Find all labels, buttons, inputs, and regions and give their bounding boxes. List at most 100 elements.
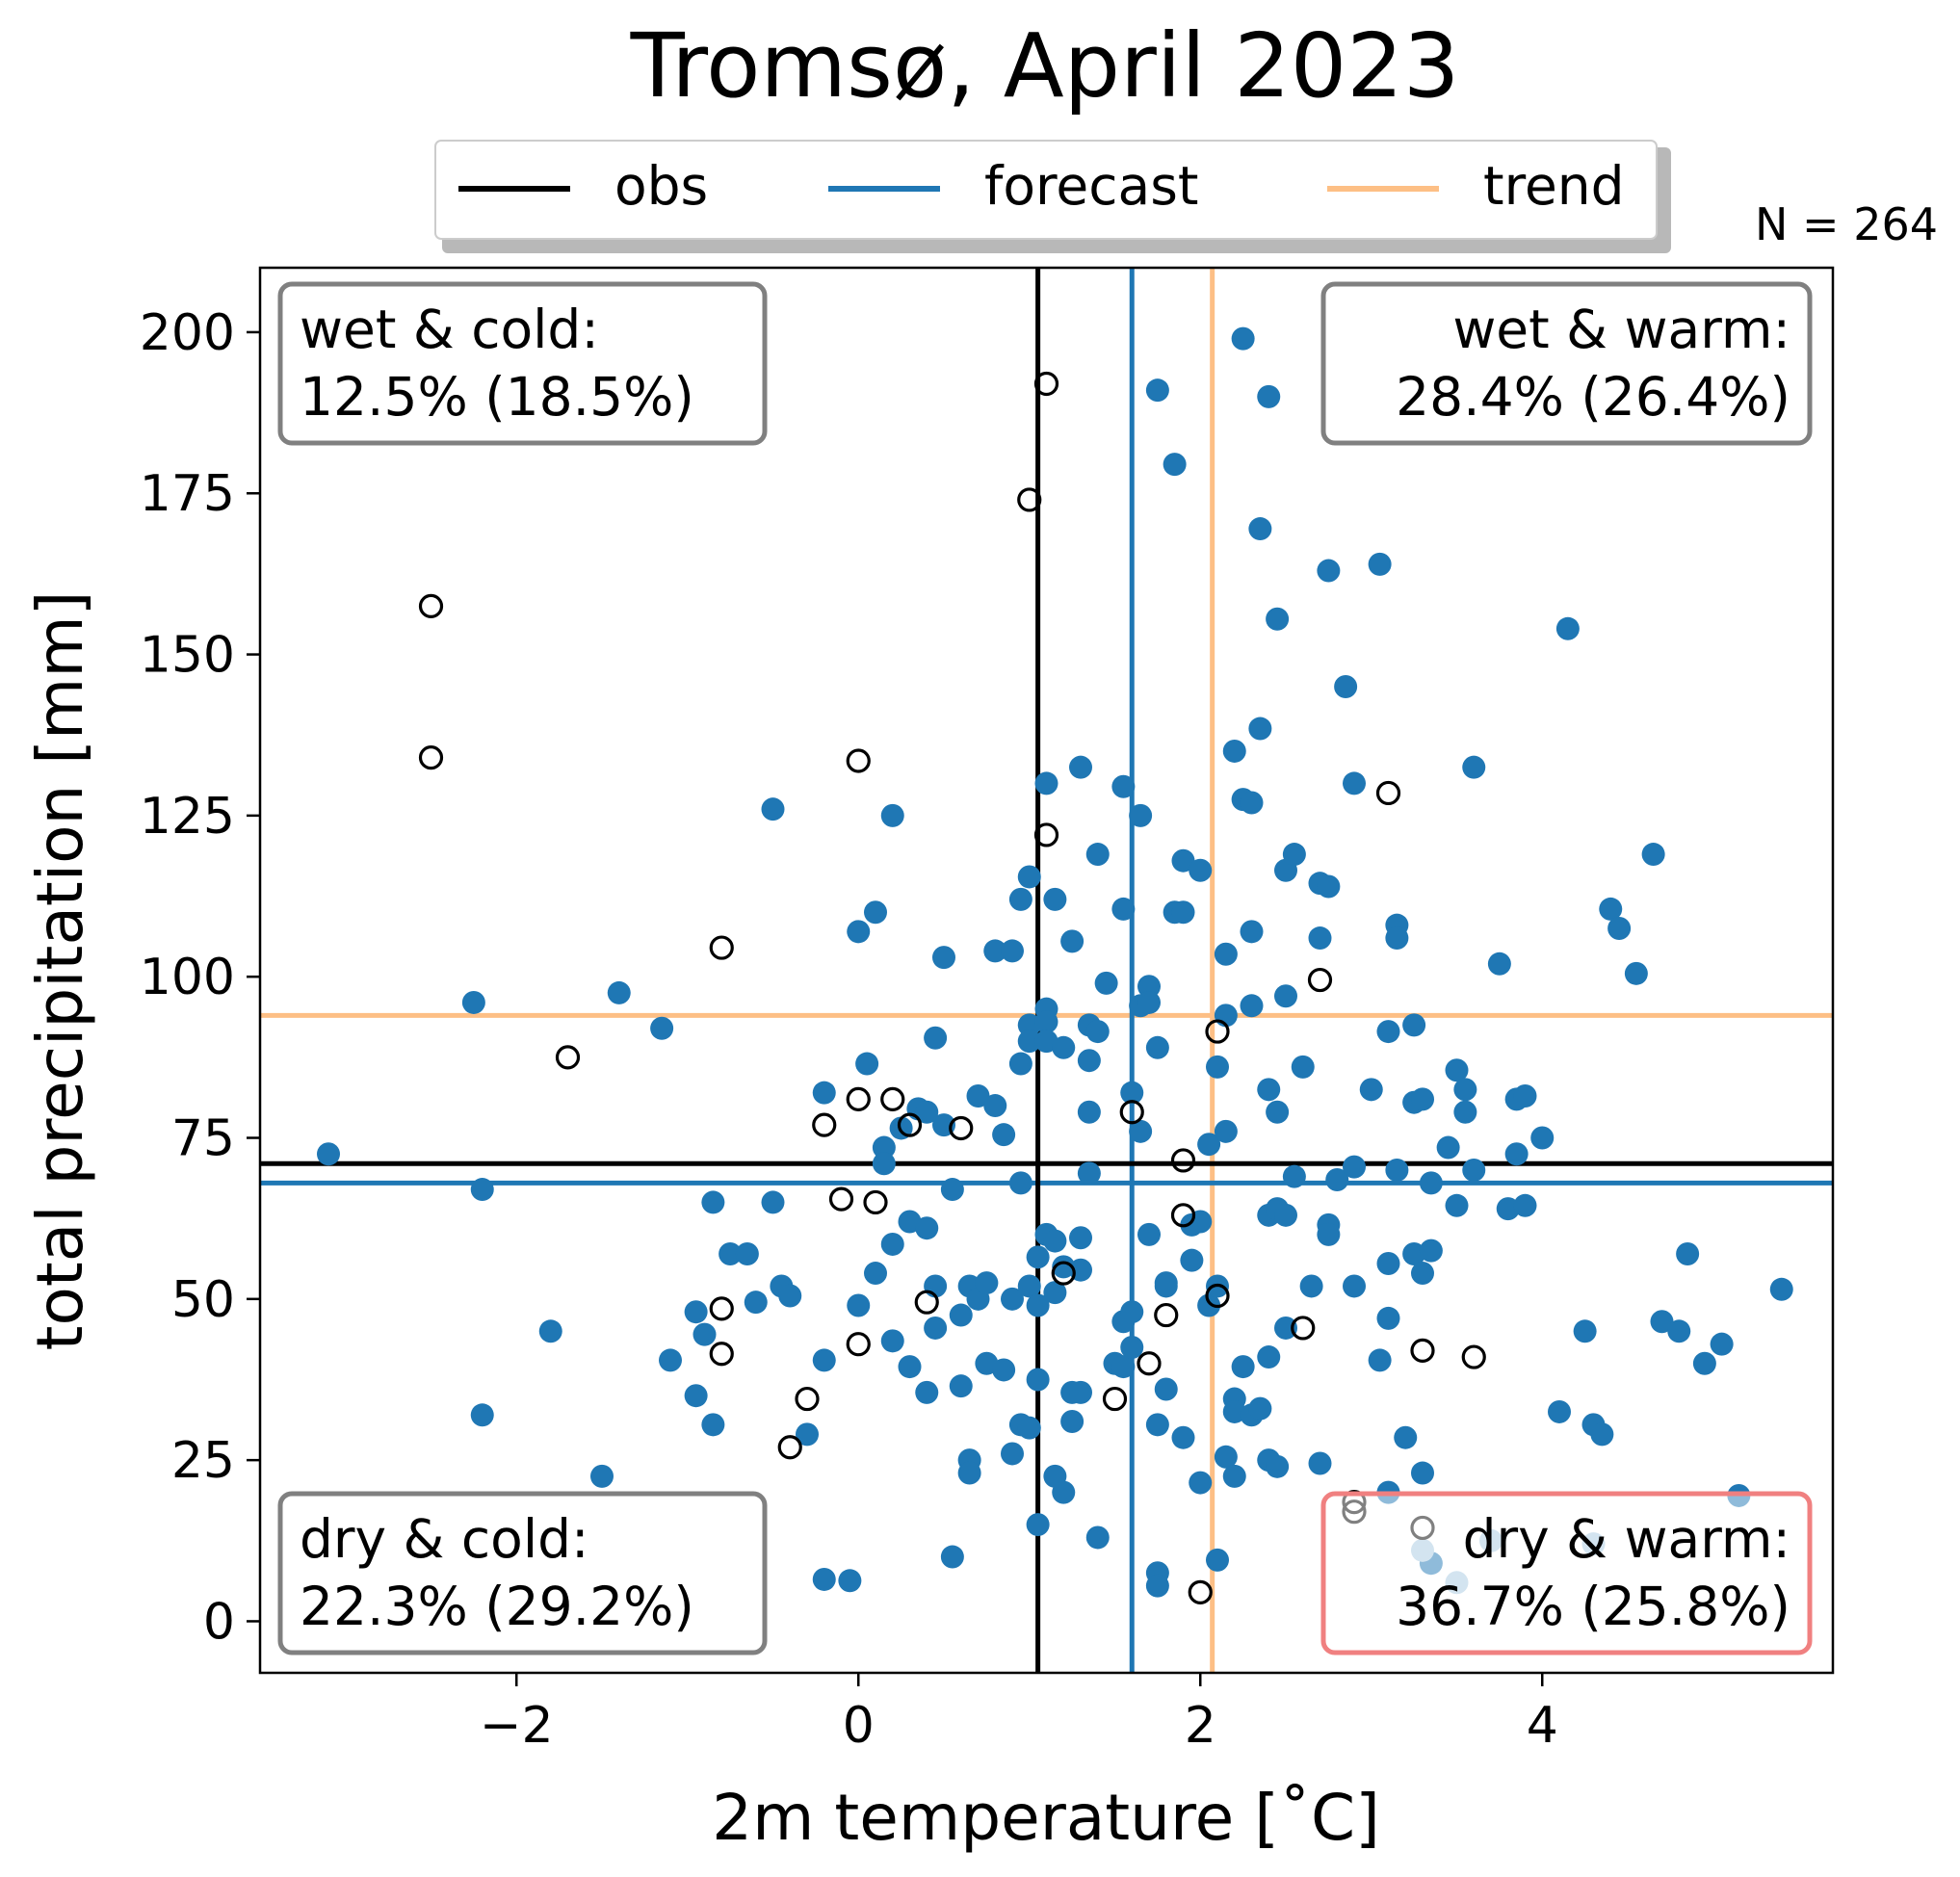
forecast-point — [932, 946, 955, 970]
obs-point — [1051, 1261, 1076, 1286]
forecast-point — [1026, 1245, 1050, 1269]
forecast-point — [1676, 1241, 1700, 1265]
y-axis-label: total precipitation [mm] — [23, 591, 97, 1351]
forecast-point — [880, 1232, 904, 1256]
forecast-point — [1599, 897, 1623, 921]
legend: obs forecast trend — [434, 140, 1671, 253]
forecast-point — [983, 939, 1007, 963]
forecast-point — [1650, 1310, 1674, 1334]
forecast-point — [1513, 1084, 1537, 1108]
forecast-point — [1034, 771, 1058, 795]
obs-point — [555, 1045, 581, 1070]
forecast-point — [915, 1100, 939, 1124]
forecast-point — [924, 1316, 948, 1340]
forecast-point — [1129, 803, 1153, 827]
obs-point — [1410, 1338, 1435, 1363]
forecast-point — [1402, 1013, 1426, 1037]
forecast-point — [659, 1348, 682, 1372]
forecast-point — [1692, 1351, 1716, 1375]
quadrant-title: wet & cold: — [300, 299, 599, 360]
forecast-point — [719, 1241, 743, 1265]
y-tick-label: 150 — [140, 627, 235, 685]
forecast-point — [855, 1052, 879, 1076]
x-tick-label: 0 — [843, 1697, 875, 1755]
forecast-point — [1667, 1319, 1691, 1343]
forecast-point — [1402, 1241, 1426, 1265]
forecast-point — [1052, 1480, 1076, 1504]
forecast-point — [684, 1300, 708, 1324]
forecast-point — [538, 1319, 562, 1343]
forecast-point — [1266, 607, 1290, 631]
obs-point — [1033, 371, 1059, 397]
obs-point — [709, 935, 734, 960]
forecast-point — [1274, 1316, 1297, 1340]
forecast-point — [1163, 453, 1187, 477]
forecast-point — [1017, 1013, 1041, 1037]
obs-point — [1137, 1351, 1162, 1376]
obs-point — [1461, 1344, 1486, 1369]
forecast-point — [1317, 559, 1341, 583]
forecast-point — [1222, 1464, 1246, 1488]
forecast-point — [1154, 1377, 1178, 1401]
forecast-point — [1034, 1010, 1058, 1034]
forecast-point — [1171, 1425, 1195, 1449]
forecast-point — [1026, 1513, 1050, 1537]
obs-point — [846, 1086, 871, 1111]
forecast-point — [1607, 916, 1632, 940]
forecast-point — [590, 1464, 614, 1488]
quadrant-values: 28.4% (26.4%) — [1396, 366, 1790, 428]
forecast-point — [1094, 971, 1118, 995]
obs-point — [1205, 1019, 1230, 1044]
forecast-point — [1368, 552, 1392, 576]
obs-point — [828, 1186, 854, 1212]
forecast-point — [1385, 926, 1409, 951]
forecast-point — [1145, 378, 1169, 403]
forecast-point — [1573, 1319, 1597, 1343]
forecast-point — [1017, 1030, 1041, 1054]
forecast-point — [1343, 771, 1366, 795]
quadrant-box — [277, 281, 768, 446]
quadrant-wet-cold: wet & cold: 12.5% (18.5%) — [277, 281, 768, 446]
x-axis: −2 0 2 4 — [480, 1673, 1558, 1755]
quadrant-title: dry & warm: — [1463, 1508, 1790, 1570]
obs-point — [1017, 487, 1042, 512]
forecast-point — [1077, 1100, 1101, 1124]
quadrant-box — [1320, 281, 1813, 446]
forecast-point — [1548, 1399, 1571, 1423]
quadrant-box — [1320, 1491, 1813, 1655]
forecast-point — [1069, 755, 1092, 779]
forecast-point — [1145, 1574, 1169, 1598]
forecast-point — [1026, 1368, 1050, 1392]
forecast-point — [461, 990, 485, 1014]
forecast-point — [1257, 384, 1281, 408]
forecast-point — [1026, 1293, 1050, 1317]
forecast-point — [744, 1290, 768, 1315]
forecast-point — [1017, 1274, 1041, 1298]
forecast-point — [949, 1374, 973, 1398]
forecast-point — [1111, 774, 1136, 798]
forecast-point — [1137, 990, 1161, 1014]
obs-point — [949, 1115, 974, 1141]
forecast-point — [1248, 1396, 1272, 1421]
forecast-point — [1008, 1052, 1032, 1076]
y-tick-label: 200 — [140, 304, 235, 362]
forecast-point — [1555, 616, 1580, 640]
forecast-point — [1206, 1548, 1229, 1572]
forecast-point — [1145, 1035, 1169, 1059]
forecast-point — [915, 1380, 939, 1404]
forecast-point — [1291, 1055, 1315, 1079]
forecast-point — [1504, 1142, 1529, 1166]
forecast-point — [880, 1329, 904, 1353]
forecast-point — [940, 1178, 964, 1202]
forecast-point — [1274, 984, 1297, 1008]
n-count-label: N = 264 — [1755, 198, 1938, 250]
forecast-point — [872, 1135, 896, 1160]
obs-point — [863, 1189, 888, 1215]
obs-point — [418, 593, 444, 618]
forecast-point — [1436, 1135, 1460, 1160]
forecast-point — [701, 1413, 725, 1437]
forecast-point — [1376, 1306, 1400, 1330]
forecast-point — [1085, 1020, 1110, 1044]
forecast-point — [317, 1142, 340, 1166]
